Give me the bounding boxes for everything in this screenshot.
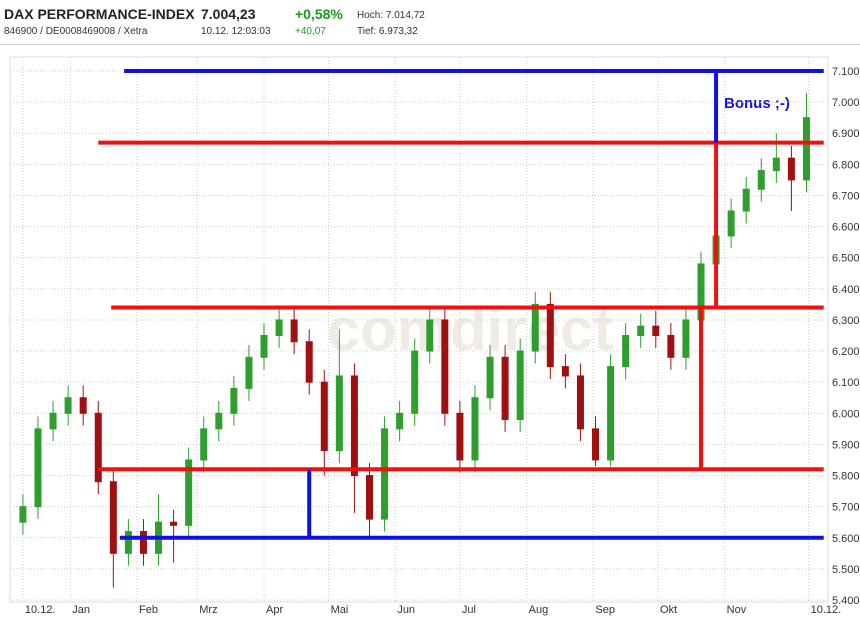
candle-body [335, 375, 343, 452]
candle-body [290, 319, 298, 343]
candle-body [426, 319, 434, 352]
y-tick-label: 6.700 [832, 190, 860, 202]
candle-body [486, 356, 494, 399]
index-ids: 846900 / DE0008469008 / Xetra [4, 26, 148, 37]
candle-body [139, 531, 147, 554]
x-tick-label: 10.12. [811, 604, 842, 616]
x-tick-label: Nov [727, 604, 747, 616]
candle-body [757, 170, 765, 190]
candle-body [79, 397, 87, 414]
x-tick-label: 10.12. [25, 604, 56, 616]
y-tick-label: 7.000 [832, 97, 860, 109]
y-tick-label: 7.100 [832, 66, 860, 78]
candle-body [245, 356, 253, 389]
candle-body [215, 412, 223, 430]
y-tick-label: 6.000 [832, 408, 860, 420]
x-tick-label: Mai [331, 604, 349, 616]
candle-body [124, 531, 132, 554]
candle-body [170, 521, 178, 526]
candle-body [305, 341, 313, 383]
candle-body [34, 428, 42, 508]
candle-body [516, 350, 524, 421]
candle-body [682, 319, 690, 358]
candle-body [64, 397, 72, 414]
price: 7.004,23 [201, 6, 256, 22]
day-low: Tief: 6.973,32 [357, 26, 418, 37]
candle-body [546, 303, 554, 368]
candle-body [94, 412, 102, 483]
y-tick-label: 6.400 [832, 284, 860, 296]
candle-body [456, 412, 464, 461]
header: DAX PERFORMANCE-INDEX 846900 / DE0008469… [0, 0, 860, 45]
candle-body [365, 475, 373, 520]
candle-body [592, 428, 600, 461]
plot-frame [9, 56, 829, 603]
candle-body [531, 303, 539, 352]
index-name: DAX PERFORMANCE-INDEX [4, 6, 195, 22]
candle-body [637, 325, 645, 336]
day-high: Hoch: 7.014,72 [357, 10, 425, 21]
candle-body [49, 412, 57, 430]
candle-body [652, 325, 660, 336]
candle-body [320, 381, 328, 452]
y-tick-label: 5.600 [832, 533, 860, 545]
candle-body [230, 387, 238, 414]
x-tick-label: Jan [72, 604, 90, 616]
x-tick-label: Aug [529, 604, 549, 616]
y-tick-label: 6.800 [832, 159, 860, 171]
y-tick-label: 6.500 [832, 253, 860, 265]
candle-body [260, 335, 268, 358]
candle-body [275, 319, 283, 336]
x-tick-label: Apr [266, 604, 283, 616]
y-tick-label: 5.400 [832, 595, 860, 607]
x-tick-label: Jun [397, 604, 415, 616]
y-tick-label: 5.500 [832, 564, 860, 576]
candle-body [576, 375, 584, 430]
candle-body [501, 356, 509, 421]
annotation: Bonus ;-) [724, 95, 790, 112]
candle-body [185, 459, 193, 526]
time: 10.12. 12:03:03 [201, 26, 271, 37]
candle-body [667, 335, 675, 358]
candle-body [622, 335, 630, 368]
x-tick-label: Sep [595, 604, 615, 616]
candle-body [200, 428, 208, 461]
x-tick-label: Mrz [199, 604, 217, 616]
y-tick-label: 6.900 [832, 128, 860, 140]
y-tick-label: 5.800 [832, 471, 860, 483]
candle-body [607, 366, 615, 461]
candle-body [772, 157, 780, 172]
y-tick-label: 5.700 [832, 502, 860, 514]
y-tick-label: 6.600 [832, 222, 860, 234]
change-pct: +0,58% [295, 6, 343, 22]
x-tick-label: Feb [139, 604, 158, 616]
candle-body [109, 481, 117, 554]
x-tick-label: Okt [660, 604, 677, 616]
y-tick-label: 6.300 [832, 315, 860, 327]
candle-body [441, 319, 449, 414]
candle-body [381, 428, 389, 520]
candle-body [561, 366, 569, 377]
candle-body [727, 210, 735, 237]
candle-body [471, 397, 479, 461]
y-tick-label: 6.200 [832, 346, 860, 358]
candle-body [802, 117, 810, 181]
candle-body [742, 188, 750, 212]
candle-body [787, 157, 795, 181]
candle-body [350, 375, 358, 477]
y-tick-label: 5.900 [832, 439, 860, 451]
x-tick-label: Jul [462, 604, 476, 616]
change-abs: +40,07 [295, 26, 326, 37]
candle-body [411, 350, 419, 414]
y-tick-label: 6.100 [832, 377, 860, 389]
candle-body [19, 506, 27, 523]
candle-body [396, 412, 404, 430]
